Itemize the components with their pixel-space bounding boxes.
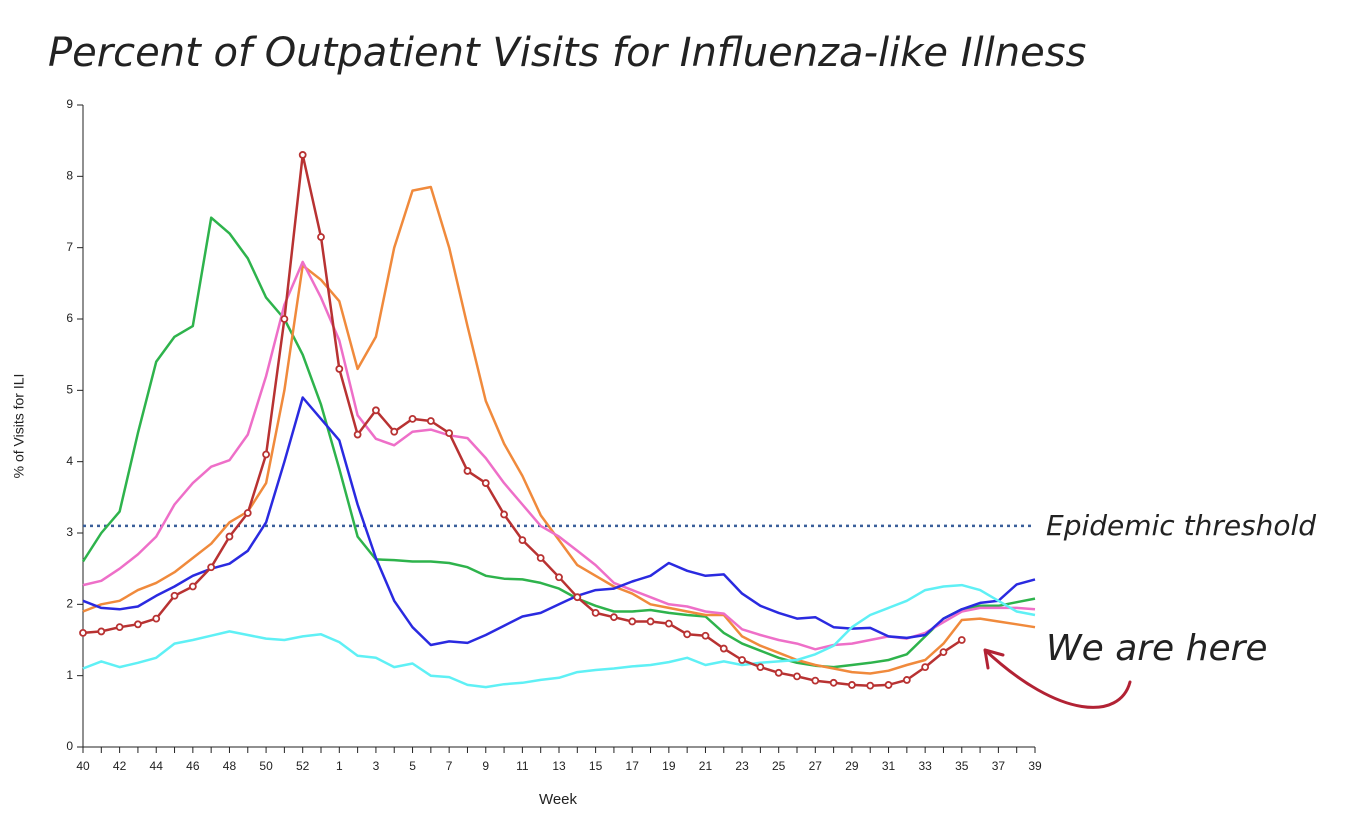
series-line [82,153,963,687]
x-tick-label: 31 [882,759,896,773]
x-tick-label: 44 [150,759,164,773]
point [390,427,399,436]
x-tick-label: 42 [113,759,127,773]
x-tick-label: 5 [409,759,416,773]
point [79,628,87,637]
point [628,617,637,626]
x-tick-label: 52 [296,759,310,773]
point [683,630,692,639]
x-tick-label: 27 [809,759,823,773]
x-tick-label: 3 [373,759,380,773]
x-tick-label: 17 [626,759,640,773]
point [536,554,545,562]
x-tick-label: 15 [589,759,603,773]
y-axis-label: % of Visits for ILI [11,374,27,479]
point [939,648,948,657]
series-line [82,396,1036,647]
point [866,681,875,690]
annotation-arrow [983,648,1132,709]
x-tick-label: 50 [259,759,273,773]
point [664,619,673,628]
threshold-label: Epidemic threshold [1046,509,1316,542]
point [115,623,124,632]
point [463,467,472,475]
point [408,414,417,423]
point [353,430,362,439]
point [646,617,655,626]
point [902,676,911,684]
point [170,591,179,600]
annotation: We are here [1046,628,1268,669]
y-tick-label: 2 [66,597,73,611]
point [481,479,490,487]
x-tick-label: 7 [446,759,453,773]
x-tick-label: 23 [735,759,749,773]
point [152,614,161,623]
point [298,151,307,159]
point [426,417,435,425]
point [317,233,325,241]
point [372,406,380,415]
point [957,636,966,644]
x-tick-label: 40 [76,759,90,773]
x-tick-label: 13 [552,759,566,773]
point [701,631,710,640]
x-tick-label: 1 [336,759,343,773]
point [774,668,783,677]
y-tick-label: 4 [66,454,73,468]
series-line [82,260,1036,651]
y-tick-label: 1 [66,668,73,682]
point [811,676,820,685]
y-tick-label: 3 [66,525,73,539]
x-tick-label: 11 [516,759,529,773]
x-tick-label: 21 [699,759,713,773]
point [280,315,289,323]
chart-title: Percent of Outpatient Visits for Influen… [48,30,1086,76]
point [555,573,563,582]
x-tick-label: 48 [223,759,237,773]
point [518,536,527,545]
y-tick-label: 5 [66,383,73,397]
point [829,678,838,687]
point [335,365,344,373]
series-line [82,185,1036,675]
point [445,429,454,438]
x-axis-label: Week [539,791,578,808]
point [719,644,728,653]
x-tick-label: 33 [918,759,932,773]
point [793,672,801,681]
y-tick-label: 7 [66,240,73,254]
point [573,593,582,602]
point [921,663,930,672]
point [262,450,270,459]
x-tick-label: 35 [955,759,969,773]
point [884,681,893,689]
x-tick-label: 29 [845,759,859,773]
y-tick-label: 8 [66,169,73,183]
point [756,663,765,672]
x-tick-label: 9 [482,759,489,773]
series-line [81,216,1036,669]
y-tick-label: 6 [66,311,73,325]
x-tick-label: 25 [772,759,786,773]
point [610,613,618,622]
point [97,627,106,636]
series-line [82,583,1036,689]
y-tick-label: 9 [66,97,73,111]
point [134,620,142,629]
x-tick-label: 37 [992,759,1006,773]
y-tick-label: 0 [66,739,73,753]
point [225,532,234,541]
point [207,563,216,572]
point [500,510,508,519]
point [848,681,856,689]
point [591,608,600,617]
x-tick-label: 39 [1028,759,1042,773]
point [738,656,746,664]
point [243,509,252,517]
x-tick-label: 19 [662,759,676,773]
x-tick-label: 46 [186,759,200,773]
point [188,582,197,591]
